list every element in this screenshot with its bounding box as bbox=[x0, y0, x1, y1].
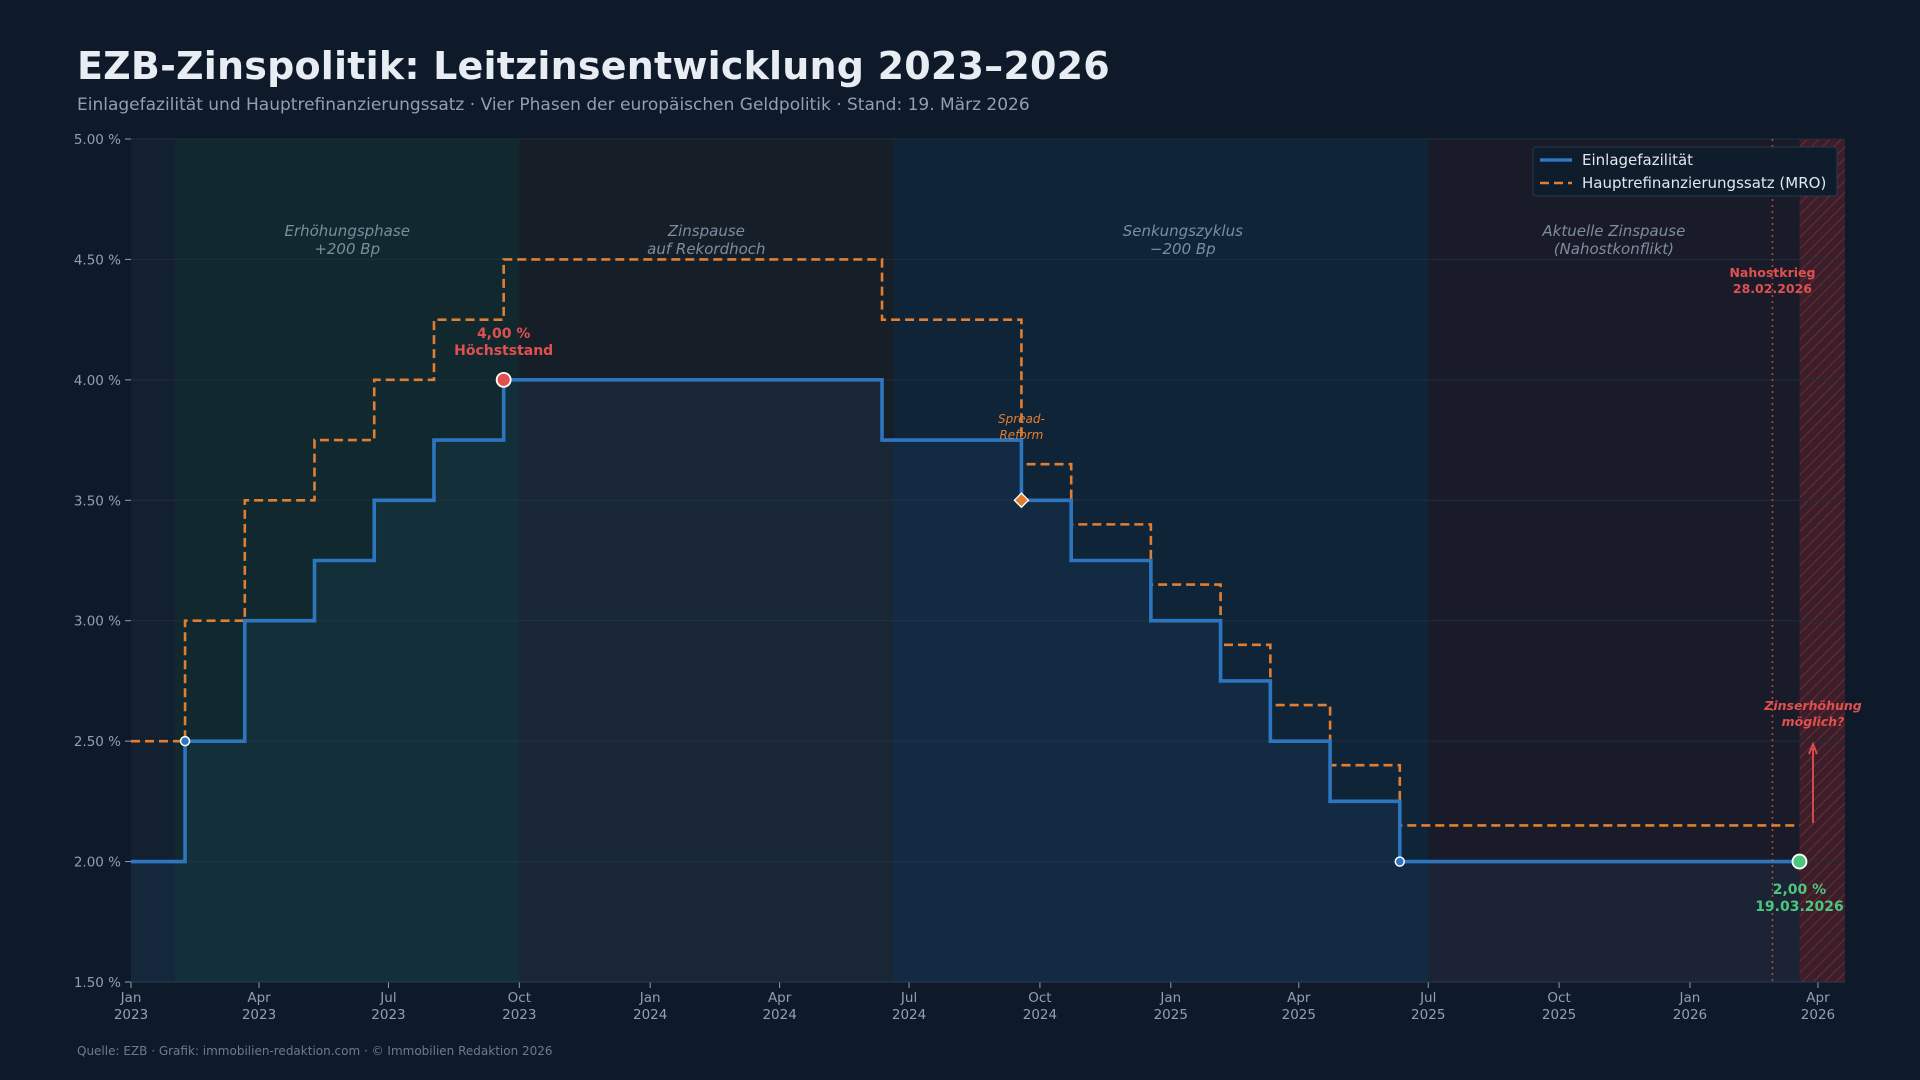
peak-annotation: 4,00 % bbox=[477, 326, 530, 342]
x-tick-year: 2024 bbox=[1023, 1007, 1057, 1023]
phase-band-4 bbox=[1428, 139, 1800, 982]
legend-box bbox=[1532, 146, 1838, 197]
x-tick-year: 2024 bbox=[762, 1007, 796, 1023]
chart-subtitle: Einlagefazilität und Hauptrefinanzierung… bbox=[77, 95, 1030, 115]
y-tick-label: 4.00 % bbox=[74, 373, 121, 389]
x-tick-year: 2024 bbox=[892, 1007, 926, 1023]
x-tick-year: 2023 bbox=[242, 1007, 276, 1023]
phase-label-4: Aktuelle Zinspause bbox=[1541, 222, 1685, 240]
x-tick-year: 2024 bbox=[633, 1007, 667, 1023]
current-marker bbox=[1791, 853, 1808, 870]
hike-arrow-head bbox=[1808, 741, 1818, 755]
rate-marker bbox=[1394, 856, 1406, 867]
chart-title: EZB-Zinspolitik: Leitzinsentwicklung 202… bbox=[77, 44, 1110, 88]
y-tick-label: 2.50 % bbox=[74, 734, 121, 750]
x-tick-year: 2026 bbox=[1801, 1007, 1835, 1023]
legend: Einlagefazilität Hauptrefinanzierungssatz… bbox=[1532, 146, 1838, 197]
x-tick-month: Jan bbox=[1679, 990, 1701, 1006]
deposit-area bbox=[131, 379, 1800, 982]
phase-label-2: Zinspause bbox=[667, 222, 745, 240]
spread-annotation: Spread- bbox=[998, 412, 1045, 426]
x-tick-year: 2023 bbox=[371, 1007, 405, 1023]
y-tick-label: 2.00 % bbox=[74, 855, 121, 871]
spread-marker bbox=[1013, 492, 1030, 509]
mro-line bbox=[131, 258, 1800, 827]
x-tick-month: Apr bbox=[768, 990, 792, 1006]
peak-marker bbox=[495, 371, 512, 388]
phase-label-3: Senkungszyklus bbox=[1123, 222, 1243, 240]
phase-band-2 bbox=[519, 139, 894, 982]
current-annotation: 19.03.2026 bbox=[1755, 899, 1844, 915]
phase-label-2: auf Rekordhoch bbox=[647, 240, 765, 258]
spread-annotation: Reform bbox=[999, 428, 1043, 442]
x-tick-year: 2025 bbox=[1411, 1007, 1445, 1023]
x-tick-month: Apr bbox=[1806, 990, 1830, 1006]
x-tick-year: 2025 bbox=[1154, 1007, 1188, 1023]
x-tick-year: 2026 bbox=[1673, 1007, 1707, 1023]
hike-annotation: Zinserhöhung bbox=[1763, 698, 1862, 713]
phase-label-4: (Nahostkonflikt) bbox=[1554, 240, 1674, 258]
x-tick-year: 2025 bbox=[1282, 1007, 1316, 1023]
x-tick-month: Jul bbox=[379, 990, 396, 1006]
y-tick-label: 1.50 % bbox=[74, 975, 121, 991]
x-tick-month: Apr bbox=[247, 990, 271, 1006]
phase-band-3 bbox=[893, 139, 1429, 982]
x-tick-month: Jul bbox=[1419, 990, 1436, 1006]
x-tick-month: Jan bbox=[120, 990, 142, 1006]
phase-label-1: +200 Bp bbox=[314, 240, 380, 258]
x-tick-year: 2023 bbox=[502, 1007, 536, 1023]
war-annotation: 28.02.2026 bbox=[1733, 281, 1812, 296]
current-annotation: 2,00 % bbox=[1773, 882, 1826, 898]
source-note: Quelle: EZB · Grafik: immobilien-redakti… bbox=[77, 1044, 553, 1058]
x-tick-year: 2023 bbox=[114, 1007, 148, 1023]
hike-annotation: möglich? bbox=[1782, 714, 1845, 729]
x-tick-month: Apr bbox=[1287, 990, 1311, 1006]
x-tick-month: Jan bbox=[639, 990, 661, 1006]
y-tick-label: 3.50 % bbox=[74, 493, 121, 509]
rate-marker bbox=[179, 735, 191, 747]
x-tick-month: Jul bbox=[900, 990, 917, 1006]
peak-annotation: Höchststand bbox=[454, 343, 553, 359]
y-tick-label: 5.00 % bbox=[74, 132, 121, 148]
x-tick-month: Oct bbox=[1028, 990, 1051, 1006]
phase-label-3: −200 Bp bbox=[1150, 240, 1216, 258]
x-tick-year: 2025 bbox=[1542, 1007, 1576, 1023]
y-tick-label: 3.00 % bbox=[74, 614, 121, 630]
phase-label-1: Erhöhungsphase bbox=[284, 222, 409, 240]
forecast-hatch bbox=[1799, 139, 1845, 982]
x-tick-month: Oct bbox=[1547, 990, 1570, 1006]
legend-label-mro: Hauptrefinanzierungssatz (MRO) bbox=[1582, 174, 1826, 192]
deposit-line bbox=[131, 378, 1800, 864]
y-tick-label: 4.50 % bbox=[74, 252, 121, 268]
x-tick-month: Oct bbox=[508, 990, 531, 1006]
x-tick-month: Jan bbox=[1159, 990, 1181, 1006]
legend-label-deposit: Einlagefazilität bbox=[1582, 151, 1693, 169]
war-annotation: Nahostkrieg bbox=[1729, 265, 1815, 280]
